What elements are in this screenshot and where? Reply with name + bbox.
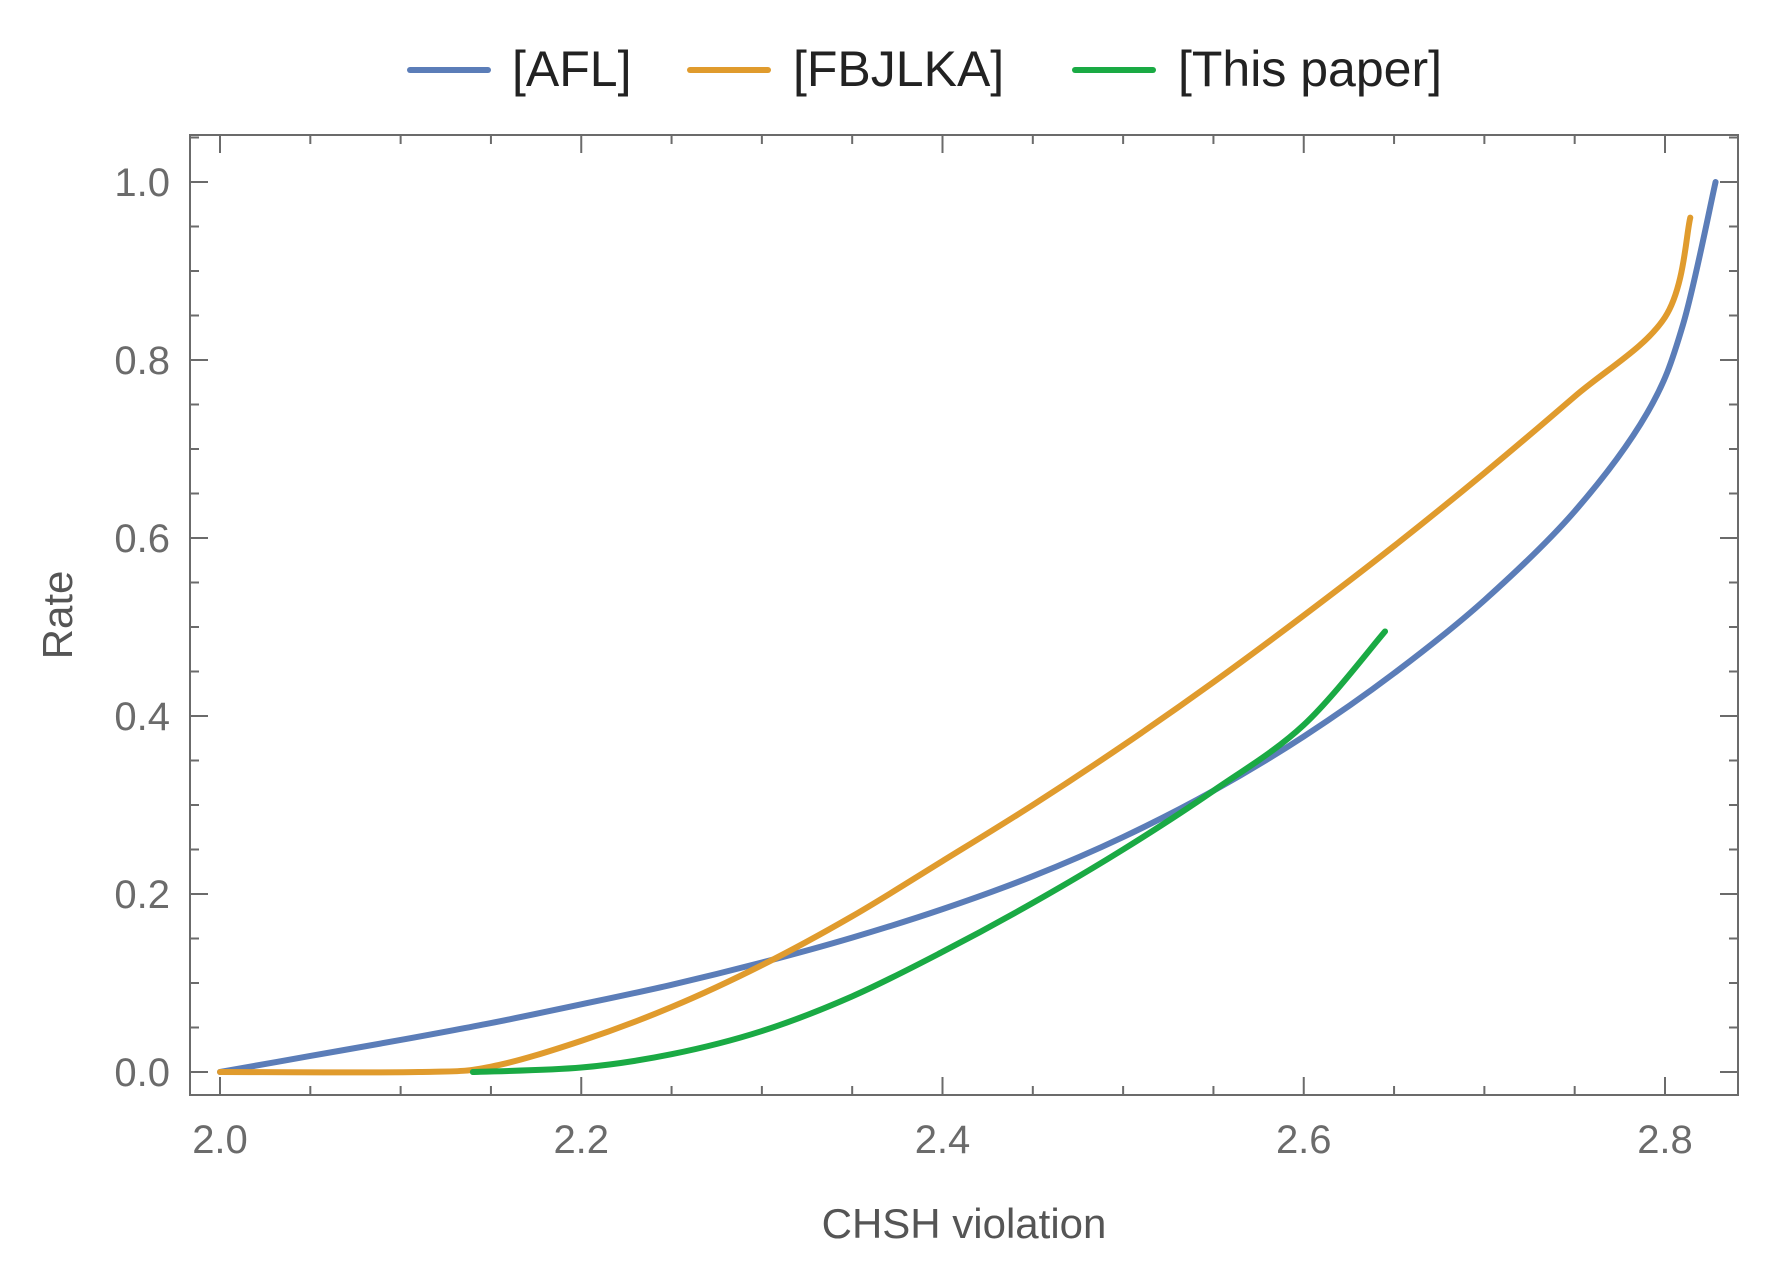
series-line-fbjlka: [217, 214, 1694, 1076]
y-tick-label: 0.6: [114, 517, 170, 561]
legend-label-fbjlka: [FBJLKA]: [793, 41, 1004, 97]
x-tick-label: 2.6: [1276, 1118, 1332, 1162]
legend: [AFL] [FBJLKA] [This paper]: [407, 41, 1442, 97]
plot-border: [189, 134, 1739, 1096]
x-tick-label: 2.4: [915, 1118, 971, 1162]
y-tick-label: 0.4: [114, 695, 170, 739]
x-tick-label: 2.8: [1637, 1118, 1693, 1162]
series-line-this-paper: [469, 628, 1389, 1075]
x-axis-title: CHSH violation: [822, 1200, 1107, 1247]
axis-ticks: [190, 135, 1738, 1095]
y-tick-label: 1.0: [114, 161, 170, 205]
y-tick-label: 0.8: [114, 339, 170, 383]
y-tick-label: 0.0: [114, 1051, 170, 1095]
legend-label-this-paper: [This paper]: [1178, 41, 1442, 97]
series-line-afl: [217, 179, 1719, 1075]
legend-label-afl: [AFL]: [512, 41, 631, 97]
x-tick-label: 2.2: [553, 1118, 609, 1162]
y-tick-label: 0.2: [114, 873, 170, 917]
y-axis-title: Rate: [34, 571, 81, 660]
x-tick-label: 2.0: [192, 1118, 248, 1162]
tick-labels: 2.0 2.2 2.4 2.6 2.8 0.0 0.2 0.4 0.6 0.8 1.0: [114, 161, 1692, 1162]
series-layer: [217, 179, 1719, 1076]
plot-frame: [189, 134, 1739, 1096]
